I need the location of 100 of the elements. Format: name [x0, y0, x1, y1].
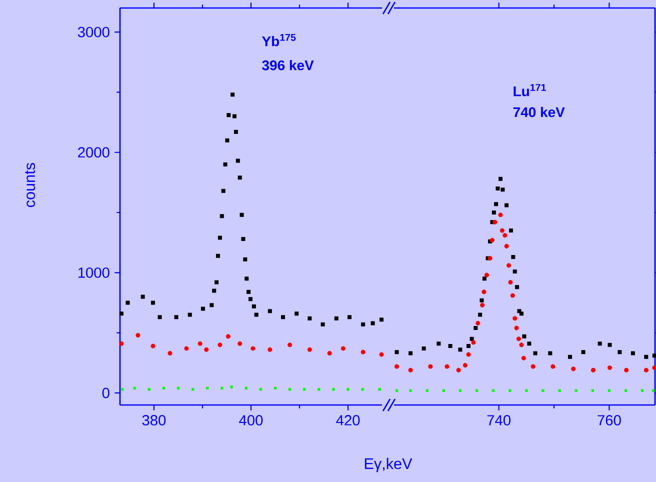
point: [591, 389, 594, 392]
point: [307, 347, 312, 352]
point: [558, 389, 561, 392]
point: [340, 346, 346, 351]
annotation: 740 keV: [513, 106, 565, 118]
point: [442, 389, 446, 392]
point: [308, 316, 312, 320]
point: [506, 263, 512, 268]
point: [478, 312, 482, 317]
point: [608, 342, 612, 347]
point: [347, 315, 352, 320]
y-tick-label: 1000: [78, 267, 110, 278]
point: [474, 326, 478, 330]
point: [624, 368, 629, 372]
annotation: 396 keV: [262, 60, 314, 70]
point: [268, 309, 272, 314]
point: [484, 272, 489, 278]
point: [500, 228, 504, 233]
point: [361, 388, 364, 391]
point: [514, 326, 519, 330]
point: [254, 312, 258, 317]
point: [174, 315, 178, 320]
point: [216, 254, 220, 258]
point: [498, 176, 503, 181]
point: [318, 388, 320, 391]
point: [241, 236, 246, 241]
point: [212, 288, 216, 293]
point: [492, 389, 495, 392]
point: [380, 318, 384, 322]
point: [409, 389, 412, 392]
point: [644, 368, 648, 372]
point: [246, 290, 251, 294]
point: [508, 228, 513, 233]
point: [150, 300, 155, 305]
point: [136, 332, 140, 338]
point: [530, 364, 536, 369]
point: [640, 389, 644, 392]
point: [521, 356, 526, 360]
point: [332, 388, 335, 391]
annotation: Yb$^{175}$: [262, 34, 296, 46]
point: [512, 269, 517, 274]
point: [496, 186, 500, 190]
point: [148, 388, 150, 391]
point: [119, 341, 124, 346]
point: [480, 298, 484, 302]
point: [218, 342, 222, 348]
point: [488, 256, 492, 260]
point: [226, 334, 230, 339]
y-tick-label: 2000: [78, 147, 110, 158]
point: [394, 364, 400, 369]
point: [236, 158, 240, 163]
point: [630, 351, 635, 356]
point: [221, 188, 226, 193]
point: [494, 202, 498, 206]
x-tick-label: 400: [239, 415, 263, 426]
point: [140, 294, 145, 299]
point: [268, 347, 272, 352]
point: [223, 162, 228, 166]
x-axis-title: Eγ,keV: [364, 458, 412, 472]
point: [482, 276, 487, 281]
point: [458, 389, 462, 392]
point: [238, 341, 242, 346]
point: [422, 346, 426, 350]
point: [320, 322, 325, 326]
point: [214, 280, 219, 284]
point: [519, 312, 524, 316]
point: [119, 312, 124, 316]
point: [444, 364, 450, 369]
point: [408, 351, 413, 356]
point: [516, 336, 521, 342]
point: [200, 306, 205, 311]
x-tick-label: 380: [142, 415, 166, 426]
point: [121, 388, 124, 391]
point: [244, 386, 248, 390]
point: [466, 352, 471, 357]
point: [502, 233, 508, 238]
point: [294, 312, 299, 316]
point: [480, 302, 485, 308]
point: [184, 346, 189, 351]
point: [542, 389, 544, 392]
point: [470, 336, 474, 341]
point: [527, 342, 532, 346]
y-axis-title: counts: [24, 163, 36, 207]
point: [370, 321, 375, 326]
point: [590, 368, 596, 372]
point: [230, 386, 233, 388]
point: [448, 344, 452, 348]
point: [220, 214, 224, 218]
point: [378, 388, 381, 391]
point: [379, 352, 384, 357]
point: [243, 257, 248, 262]
point: [471, 340, 476, 345]
annotation: Lu$^{171}$: [514, 84, 546, 96]
point: [232, 114, 237, 118]
point: [206, 386, 209, 390]
point: [598, 342, 602, 346]
point: [259, 388, 262, 391]
point: [252, 304, 256, 308]
point: [168, 351, 172, 356]
point: [218, 236, 222, 240]
